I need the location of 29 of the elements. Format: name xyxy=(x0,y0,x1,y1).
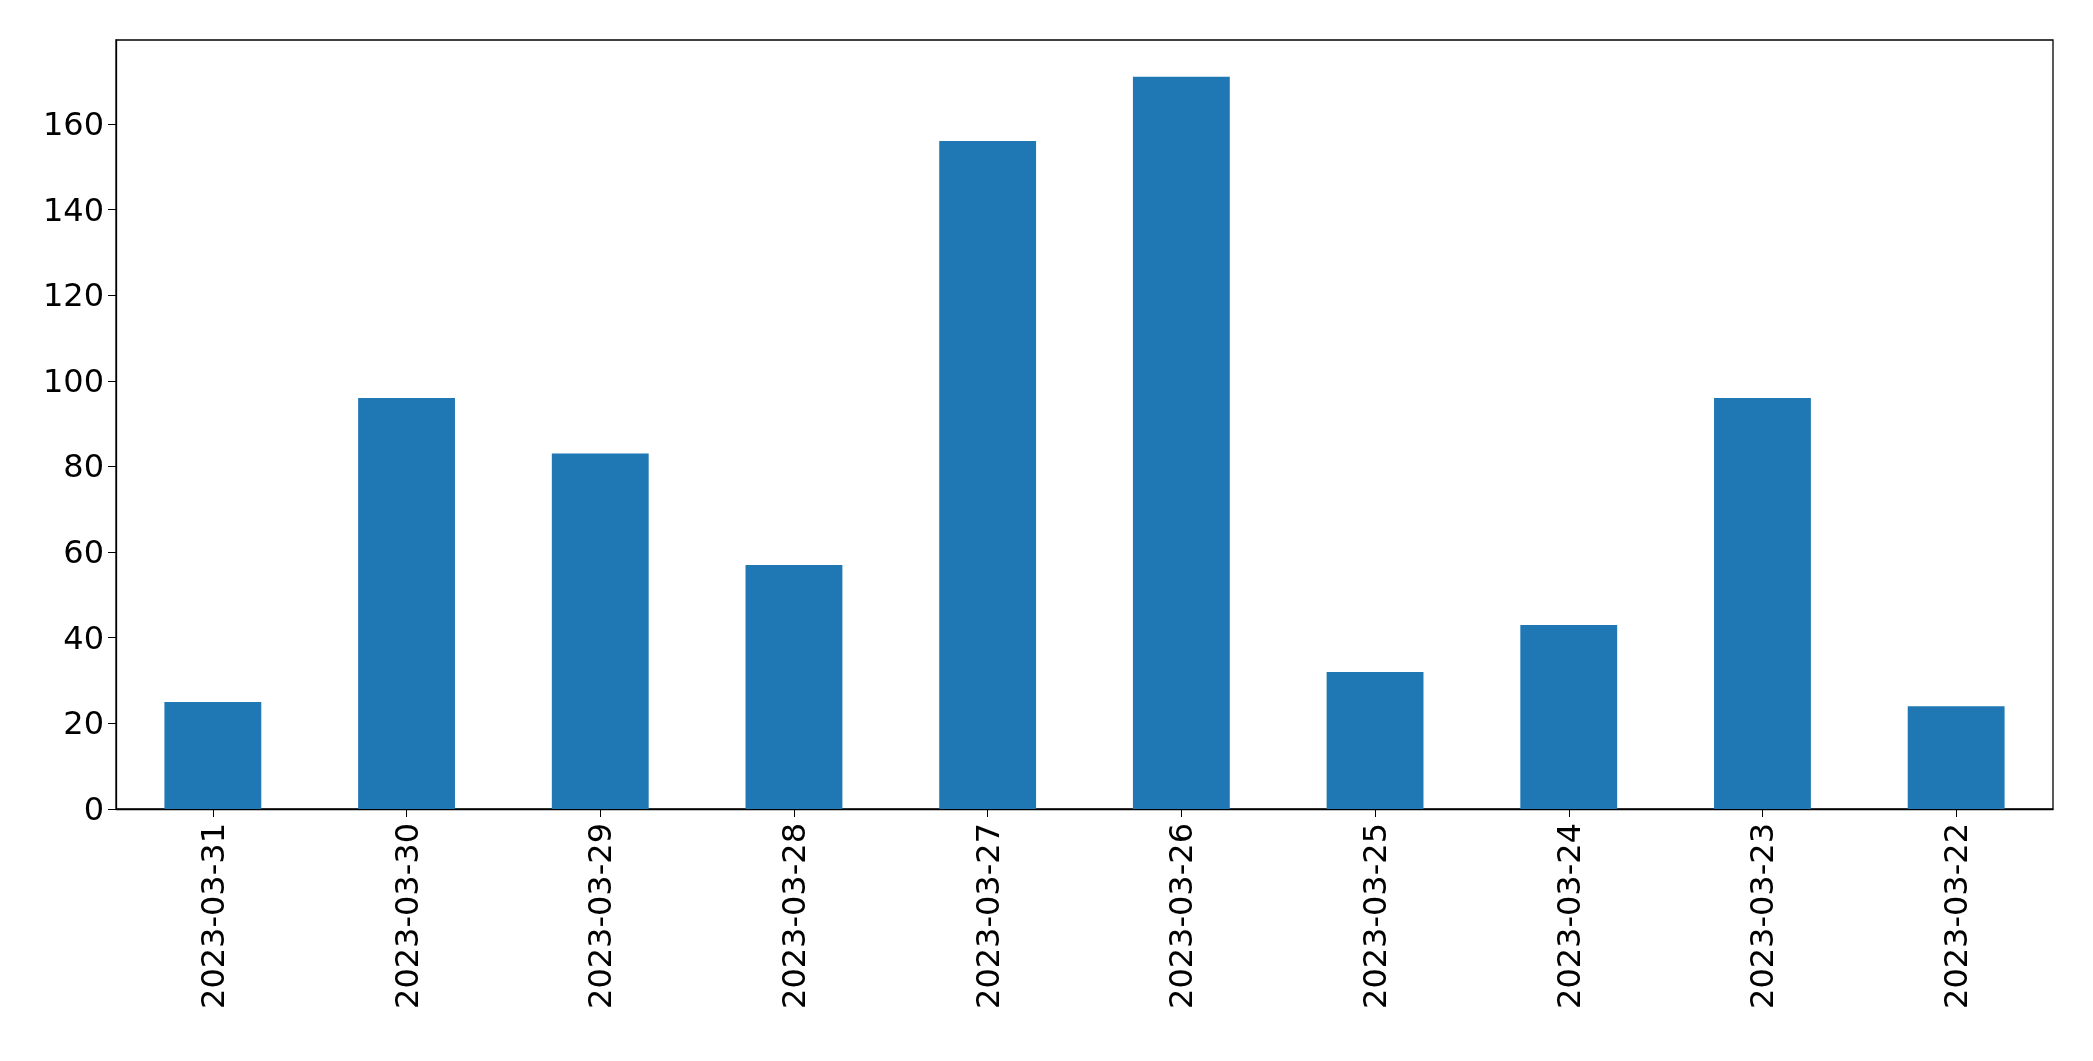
bar xyxy=(1520,624,1618,809)
bar xyxy=(164,701,262,809)
y-tick-label: 100 xyxy=(42,361,104,400)
bar xyxy=(1907,706,2005,809)
y-tick-label: 120 xyxy=(42,276,104,315)
x-tick-label: 2023-03-27 xyxy=(968,823,1007,1009)
y-tick-label: 0 xyxy=(83,790,104,828)
bar xyxy=(939,141,1037,809)
bar xyxy=(551,453,649,809)
bar xyxy=(745,564,843,809)
x-tick-label: 2023-03-24 xyxy=(1549,823,1588,1009)
y-tick-label: 80 xyxy=(63,447,104,486)
bar xyxy=(1326,671,1424,809)
y-tick-label: 20 xyxy=(63,704,104,743)
y-tick-label: 140 xyxy=(42,190,104,229)
bar xyxy=(1132,76,1230,809)
y-tick-label: 40 xyxy=(63,618,104,657)
x-tick-label: 2023-03-25 xyxy=(1356,823,1395,1009)
x-tick-label: 2023-03-30 xyxy=(387,823,426,1009)
bar xyxy=(358,397,455,809)
x-tick-label: 2023-03-22 xyxy=(1937,823,1976,1009)
x-tick-label: 2023-03-28 xyxy=(774,823,813,1009)
x-tick-label: 2023-03-23 xyxy=(1743,823,1782,1009)
y-tick-label: 160 xyxy=(42,104,104,143)
x-tick-label: 2023-03-31 xyxy=(193,823,232,1009)
y-tick-label: 60 xyxy=(63,533,104,572)
x-tick-label: 2023-03-26 xyxy=(1162,823,1201,1009)
x-tick-label: 2023-03-29 xyxy=(581,823,620,1009)
bar xyxy=(1714,397,1811,809)
